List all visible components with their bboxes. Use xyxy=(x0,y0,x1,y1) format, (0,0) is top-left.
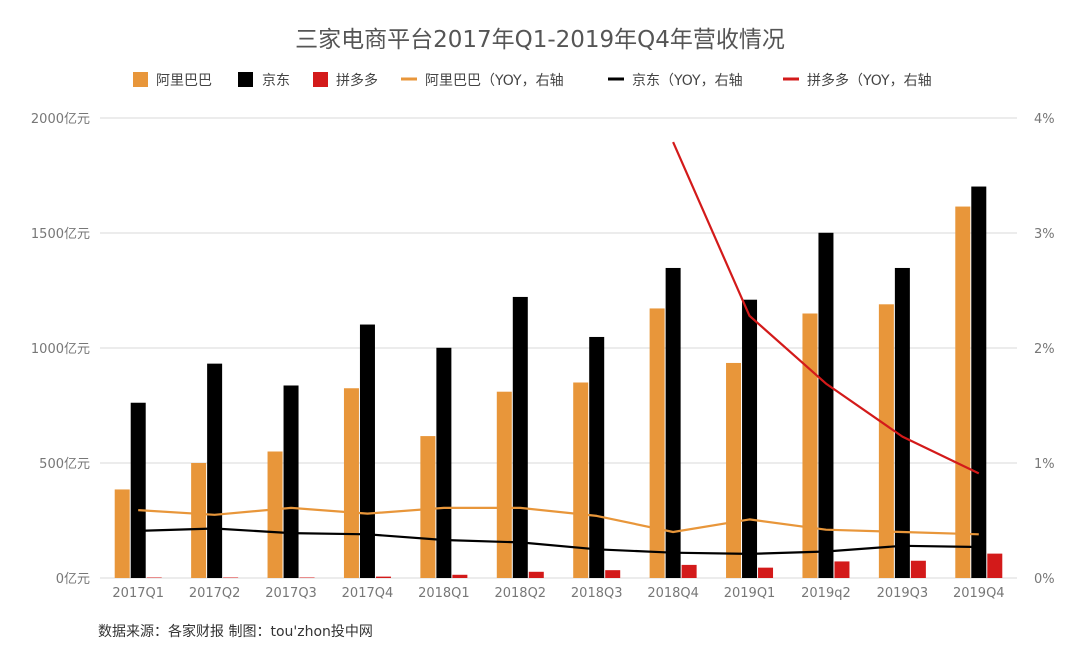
bar-拼多多-2019Q3 xyxy=(910,560,926,578)
left-tick-label: 1000亿元 xyxy=(31,342,90,357)
bar-阿里巴巴-2017Q1 xyxy=(114,489,130,578)
bar-京东-2018Q2 xyxy=(512,296,528,578)
left-axis: 0亿元 500亿元 1000亿元 1500亿元 2000亿元 xyxy=(31,112,90,587)
source-note: 数据来源：各家财报 制图：tou'zhon投中网 xyxy=(98,623,373,640)
legend-swatch-alibaba xyxy=(133,72,148,87)
bar-拼多多-2018Q4 xyxy=(681,564,697,578)
x-tick-label: 2017Q3 xyxy=(265,586,317,601)
bar-拼多多-2018Q1 xyxy=(452,574,468,578)
bar-拼多多-2019Q1 xyxy=(758,567,774,578)
bar-阿里巴巴-2018Q4 xyxy=(649,308,665,578)
bar-京东-2017Q1 xyxy=(130,402,146,578)
bar-京东-2019q2 xyxy=(818,232,834,578)
bar-京东-2019Q1 xyxy=(742,299,758,578)
legend-label-jd-yoy: 京东（YOY，右轴 xyxy=(632,73,743,89)
bar-京东-2018Q3 xyxy=(589,336,605,578)
bar-阿里巴巴-2019Q1 xyxy=(726,362,742,578)
x-tick-label: 2018Q2 xyxy=(494,586,546,601)
left-tick-label: 0亿元 xyxy=(56,572,90,587)
legend-label-pdd: 拼多多 xyxy=(336,72,378,89)
x-tick-label: 2018Q4 xyxy=(647,586,699,601)
yoy-line-0 xyxy=(138,506,979,536)
right-tick-label: 1% xyxy=(1034,457,1055,472)
left-tick-label: 1500亿元 xyxy=(31,227,90,242)
bar-拼多多-2018Q2 xyxy=(528,571,544,578)
x-tick-label: 2017Q4 xyxy=(342,586,394,601)
legend-label-jd: 京东 xyxy=(262,73,290,89)
legend-label-pdd-yoy: 拼多多（YOY，右轴 xyxy=(807,72,932,89)
bar-拼多多-2017Q3 xyxy=(299,577,315,578)
bar-京东-2017Q2 xyxy=(207,363,223,578)
legend-label-alibaba: 阿里巴巴 xyxy=(156,73,212,89)
bar-京东-2019Q4 xyxy=(971,186,987,579)
right-tick-label: 0% xyxy=(1034,572,1055,587)
legend-swatch-jd xyxy=(238,72,253,87)
bar-拼多多-2019q2 xyxy=(834,561,850,578)
bar-拼多多-2018Q3 xyxy=(605,570,621,578)
x-tick-label: 2019Q1 xyxy=(724,586,776,601)
bar-阿里巴巴-2019Q3 xyxy=(878,304,894,578)
bar-拼多多-2017Q2 xyxy=(223,577,239,578)
bar-阿里巴巴-2019q2 xyxy=(802,313,818,578)
yoy-line-2 xyxy=(672,141,980,475)
bar-拼多多-2019Q4 xyxy=(987,553,1003,578)
bar-京东-2018Q4 xyxy=(665,267,681,578)
gridlines xyxy=(100,117,1017,579)
bar-阿里巴巴-2018Q3 xyxy=(573,382,589,578)
x-tick-label: 2018Q1 xyxy=(418,586,470,601)
bar-阿里巴巴-2017Q3 xyxy=(267,451,283,578)
bar-阿里巴巴-2019Q4 xyxy=(955,206,971,579)
bar-拼多多-2017Q1 xyxy=(146,577,162,578)
bar-拼多多-2017Q4 xyxy=(375,576,391,578)
chart-title: 三家电商平台2017年Q1-2019年Q4年营收情况 xyxy=(295,27,785,53)
right-tick-label: 3% xyxy=(1034,227,1055,242)
bar-阿里巴巴-2017Q4 xyxy=(343,388,359,578)
yoy-line-1 xyxy=(138,527,979,556)
bar-阿里巴巴-2018Q1 xyxy=(420,436,436,578)
yoy-lines xyxy=(138,141,980,556)
x-axis: 2017Q1 2017Q2 2017Q3 2017Q4 2018Q1 2018Q2 2018… xyxy=(112,586,1004,601)
x-tick-label: 2017Q1 xyxy=(112,586,164,601)
x-tick-label: 2017Q2 xyxy=(189,586,241,601)
bar-京东-2017Q4 xyxy=(359,324,375,578)
left-tick-label: 2000亿元 xyxy=(31,112,90,127)
bar-京东-2017Q3 xyxy=(283,385,299,578)
legend-label-alibaba-yoy: 阿里巴巴（YOY，右轴 xyxy=(425,73,564,89)
right-axis: 0% 1% 2% 3% 4% xyxy=(1034,112,1055,587)
x-tick-label: 2019Q4 xyxy=(953,586,1005,601)
bars xyxy=(114,186,1003,579)
bar-京东-2019Q3 xyxy=(894,267,910,578)
bar-阿里巴巴-2018Q2 xyxy=(496,391,512,578)
x-tick-label: 2018Q3 xyxy=(571,586,623,601)
legend-swatch-pdd xyxy=(313,72,328,87)
x-tick-label: 2019Q3 xyxy=(877,586,929,601)
right-tick-label: 2% xyxy=(1034,342,1055,357)
left-tick-label: 500亿元 xyxy=(39,457,90,472)
bar-阿里巴巴-2017Q2 xyxy=(191,463,207,578)
x-tick-label: 2019q2 xyxy=(801,586,851,601)
right-tick-label: 4% xyxy=(1034,112,1055,127)
bar-京东-2018Q1 xyxy=(436,347,452,578)
legend: 阿里巴巴 京东 拼多多 阿里巴巴（YOY，右轴 京东（YOY，右轴 拼多多（YO… xyxy=(133,72,932,89)
